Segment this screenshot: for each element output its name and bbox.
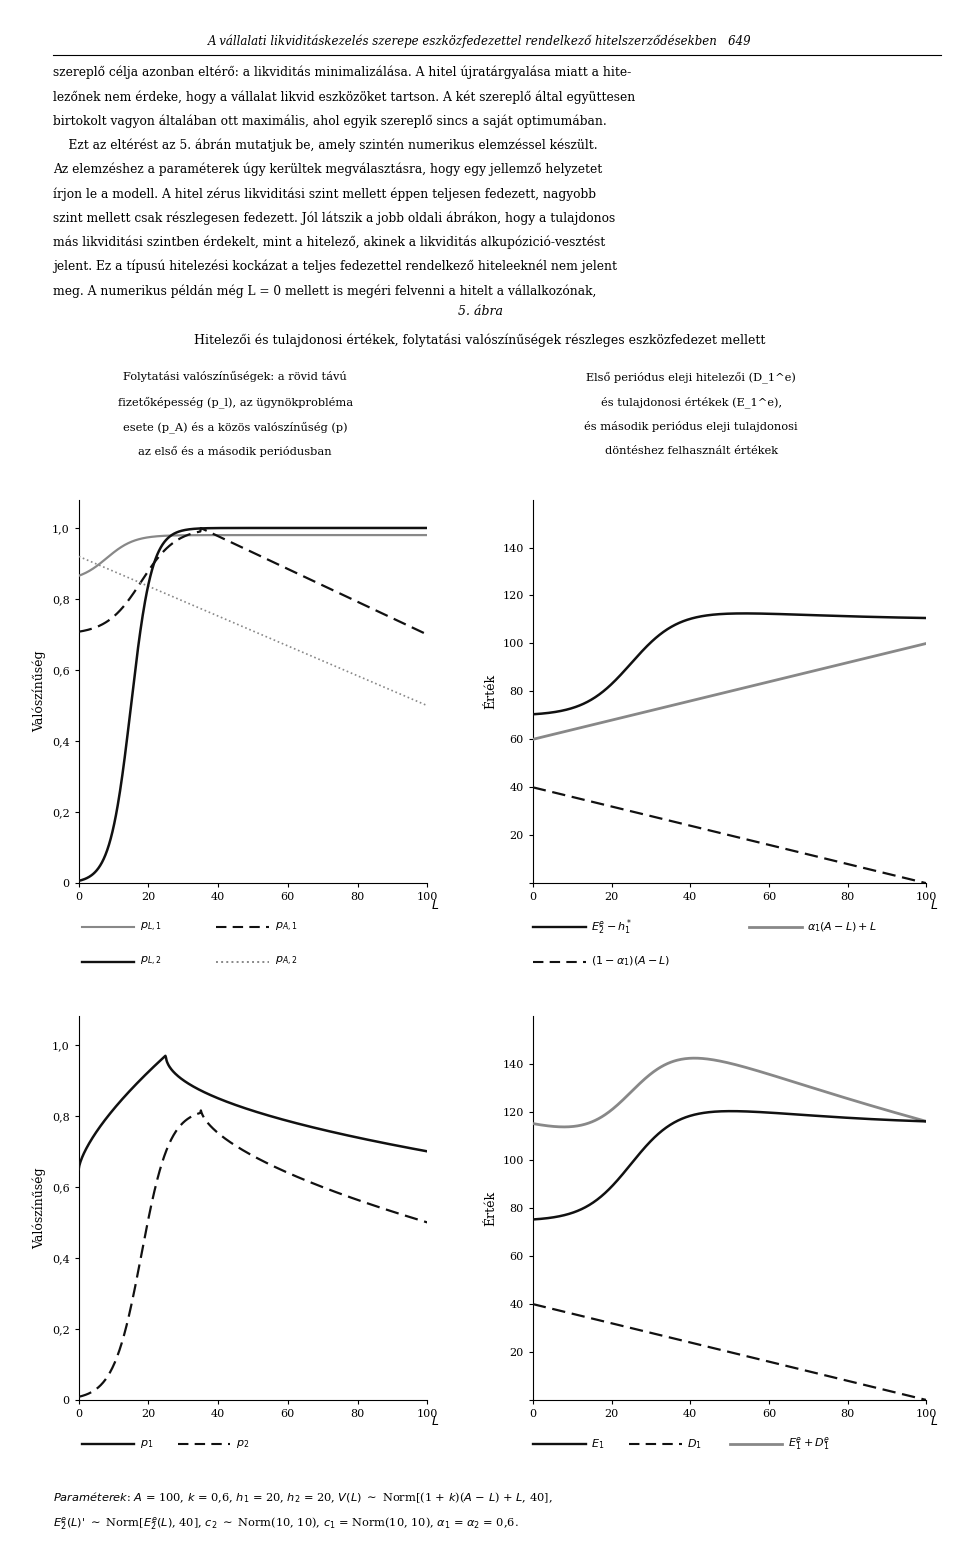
Text: írjon le a modell. A hitel zérus likviditási szint mellett éppen teljesen fedeze: írjon le a modell. A hitel zérus likvidi… <box>53 188 596 200</box>
Text: $L$: $L$ <box>431 899 439 911</box>
Text: Ezt az eltérést az 5. ábrán mutatjuk be, amely szintén numerikus elemzéssel kész: Ezt az eltérést az 5. ábrán mutatjuk be,… <box>53 139 597 152</box>
Text: Első periódus eleji hitelezői (D_1^e): Első periódus eleji hitelezői (D_1^e) <box>587 371 796 384</box>
Text: szereplő célja azonban eltérő: a likviditás minimalizálása. A hitel újratárgyalá: szereplő célja azonban eltérő: a likvidi… <box>53 66 631 80</box>
Y-axis label: Valószínűség: Valószínűség <box>33 1167 46 1250</box>
Text: $E_1$: $E_1$ <box>591 1438 605 1450</box>
Text: és tulajdonosi értékek (E_1^e),: és tulajdonosi értékek (E_1^e), <box>601 396 781 407</box>
Text: az első és a második periódusban: az első és a második periódusban <box>138 446 332 457</box>
Text: jelent. Ez a típusú hitelezési kockázat a teljes fedezettel rendelkező hiteleekn: jelent. Ez a típusú hitelezési kockázat … <box>53 260 616 274</box>
Text: $E_2^e(L)$' $\sim$ Norm[$E_2^e(L)$, 40], $c_2$ $\sim$ Norm(10, 10), $c_1$ = Norm: $E_2^e(L)$' $\sim$ Norm[$E_2^e(L)$, 40],… <box>53 1516 518 1532</box>
Text: $p_{A,2}$: $p_{A,2}$ <box>275 955 297 968</box>
Text: esete (p_A) és a közös valószínűség (p): esete (p_A) és a közös valószínűség (p) <box>123 421 348 434</box>
Text: $L$: $L$ <box>431 1416 439 1428</box>
Text: $L$: $L$ <box>930 1416 939 1428</box>
Y-axis label: Valószínűség: Valószínűség <box>33 650 46 733</box>
Text: Hitelezői és tulajdonosi értékek, folytatási valószínűségek részleges eszközfede: Hitelezői és tulajdonosi értékek, folyta… <box>194 334 766 348</box>
Text: $p_2$: $p_2$ <box>236 1438 250 1450</box>
Text: $(1-\alpha_1)(A-L)$: $(1-\alpha_1)(A-L)$ <box>591 955 671 968</box>
Text: meg. A numerikus példán még L = 0 mellett is megéri felvenni a hitelt a vállalko: meg. A numerikus példán még L = 0 mellet… <box>53 285 596 298</box>
Y-axis label: Érték: Érték <box>484 1190 497 1226</box>
Text: $p_{A,1}$: $p_{A,1}$ <box>275 921 298 933</box>
Text: és második periódus eleji tulajdonosi: és második periódus eleji tulajdonosi <box>585 421 798 432</box>
Text: $p_1$: $p_1$ <box>140 1438 154 1450</box>
Text: lezőnek nem érdeke, hogy a vállalat likvid eszközöket tartson. A két szereplő ál: lezőnek nem érdeke, hogy a vállalat likv… <box>53 89 636 103</box>
Text: $p_{L,1}$: $p_{L,1}$ <box>140 921 162 933</box>
Text: más likviditási szintben érdekelt, mint a hitelező, akinek a likviditás alkupózi: más likviditási szintben érdekelt, mint … <box>53 236 605 249</box>
Text: döntéshez felhasznált értékek: döntéshez felhasznált értékek <box>605 446 778 456</box>
Text: A vállalati likviditáskezelés szerepe eszközfedezettel rendelkező hitelszerződés: A vállalati likviditáskezelés szerepe es… <box>208 34 752 49</box>
Text: $E_2^e - h_1^*$: $E_2^e - h_1^*$ <box>591 918 633 936</box>
Text: $L$: $L$ <box>930 899 939 911</box>
Text: $Paraméterek$: $A$ = 100, $k$ = 0,6, $h_1$ = 20, $h_2$ = 20, $V(L)$ $\sim$ Norm[: $Paraméterek$: $A$ = 100, $k$ = 0,6, $h_… <box>53 1491 552 1505</box>
Text: $E_1^e + D_1^e$: $E_1^e + D_1^e$ <box>788 1436 830 1452</box>
Text: $D_1$: $D_1$ <box>687 1438 702 1450</box>
Text: Folytatási valószínűségek: a rövid távú: Folytatási valószínűségek: a rövid távú <box>123 371 348 382</box>
Text: fizetőképesség (p_l), az ügynökprobléma: fizetőképesség (p_l), az ügynökprobléma <box>118 396 352 409</box>
Text: birtokolt vagyon általában ott maximális, ahol egyik szereplő sincs a saját opti: birtokolt vagyon általában ott maximális… <box>53 114 607 128</box>
Text: $p_{L,2}$: $p_{L,2}$ <box>140 955 161 968</box>
Y-axis label: Érték: Érték <box>484 673 497 709</box>
Text: $\alpha_1 (A-L)+L$: $\alpha_1 (A-L)+L$ <box>807 921 877 933</box>
Text: Az elemzéshez a paraméterek úgy kerültek megválasztásra, hogy egy jellemző helyz: Az elemzéshez a paraméterek úgy kerültek… <box>53 163 602 177</box>
Text: 5. ábra: 5. ábra <box>458 305 502 318</box>
Text: szint mellett csak részlegesen fedezett. Jól látszik a jobb oldali ábrákon, hogy: szint mellett csak részlegesen fedezett.… <box>53 211 615 226</box>
